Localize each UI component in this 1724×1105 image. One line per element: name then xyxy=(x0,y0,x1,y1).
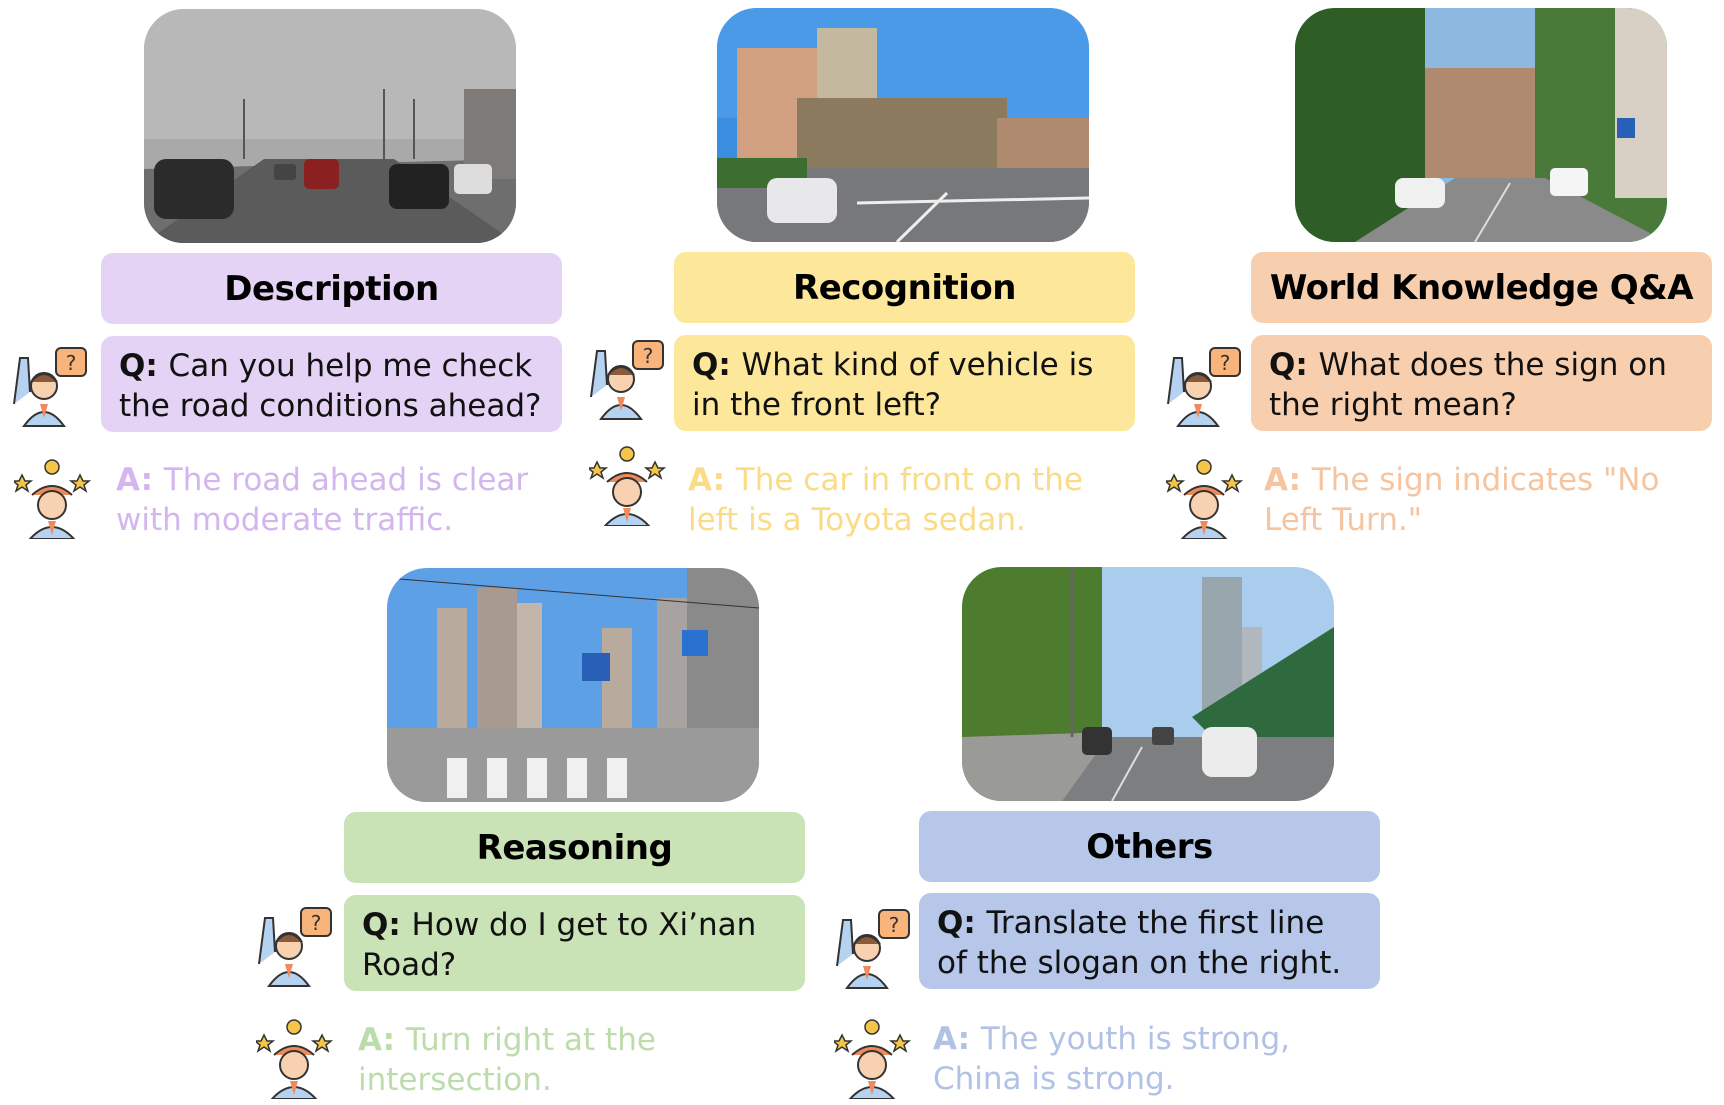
answer-text: Turn right at the intersection. xyxy=(358,1022,656,1098)
answer-prefix: A: xyxy=(116,462,164,498)
thinking-person-icon xyxy=(834,1015,914,1099)
svg-text:?: ? xyxy=(889,913,900,937)
thinking-person-icon xyxy=(1166,455,1246,539)
question-text: Can you help me check the road condition… xyxy=(119,348,542,424)
thinking-person-icon xyxy=(589,442,669,526)
question-prefix: Q: xyxy=(692,347,742,383)
question-box: Q: How do I get to Xi’nan Road? xyxy=(344,895,805,991)
question-box: Q: What kind of vehicle is in the front … xyxy=(674,335,1135,431)
thinking-person-icon xyxy=(14,455,94,539)
answer-prefix: A: xyxy=(1264,462,1312,498)
asking-person-icon: ? xyxy=(587,337,667,421)
asking-person-icon: ? xyxy=(1164,344,1244,428)
answer-text: The road ahead is clear with moderate tr… xyxy=(116,462,529,538)
panel-title: Recognition xyxy=(674,252,1135,323)
panel-title: Reasoning xyxy=(344,812,805,883)
asking-person-icon: ? xyxy=(833,906,913,990)
question-prefix: Q: xyxy=(119,348,169,384)
question-text: How do I get to Xi’nan Road? xyxy=(362,907,757,983)
answer-text-block: A: The youth is strong, China is strong. xyxy=(933,1019,1373,1099)
answer-text-block: A: The sign indicates "No Left Turn." xyxy=(1264,460,1704,540)
question-box: Q: Translate the first line of the sloga… xyxy=(919,893,1380,989)
question-box: Q: What does the sign on the right mean? xyxy=(1251,335,1712,431)
panel-title: World Knowledge Q&A xyxy=(1251,252,1712,323)
asking-person-icon: ? xyxy=(255,904,335,988)
road-photo-city-building xyxy=(717,8,1089,242)
question-prefix: Q: xyxy=(362,907,412,943)
road-photo-tree-street xyxy=(1295,8,1667,242)
answer-prefix: A: xyxy=(688,462,736,498)
answer-text: The car in front on the left is a Toyota… xyxy=(688,462,1083,538)
thinking-person-icon xyxy=(256,1015,336,1099)
svg-text:?: ? xyxy=(1220,351,1231,375)
answer-text: The sign indicates "No Left Turn." xyxy=(1264,462,1660,538)
answer-prefix: A: xyxy=(358,1022,406,1058)
answer-text-block: A: The car in front on the left is a Toy… xyxy=(688,460,1128,540)
asking-person-icon: ? xyxy=(10,344,90,428)
question-text: What does the sign on the right mean? xyxy=(1269,347,1667,423)
road-photo-crosswalk xyxy=(387,568,759,802)
svg-text:?: ? xyxy=(66,351,77,375)
question-prefix: Q: xyxy=(937,905,987,941)
question-prefix: Q: xyxy=(1269,347,1319,383)
svg-text:?: ? xyxy=(643,344,654,368)
answer-text-block: A: Turn right at the intersection. xyxy=(358,1020,798,1100)
question-text: Translate the first line of the slogan o… xyxy=(937,905,1342,981)
panel-title: Description xyxy=(101,253,562,324)
road-photo-slogan-wall xyxy=(962,567,1334,801)
panel-title: Others xyxy=(919,811,1380,882)
svg-text:?: ? xyxy=(311,911,322,935)
question-box: Q: Can you help me check the road condit… xyxy=(101,336,562,432)
question-text: What kind of vehicle is in the front lef… xyxy=(692,347,1094,423)
answer-text: The youth is strong, China is strong. xyxy=(933,1021,1291,1097)
answer-prefix: A: xyxy=(933,1021,981,1057)
answer-text-block: A: The road ahead is clear with moderate… xyxy=(116,460,556,540)
road-photo-foggy-highway xyxy=(144,9,516,243)
